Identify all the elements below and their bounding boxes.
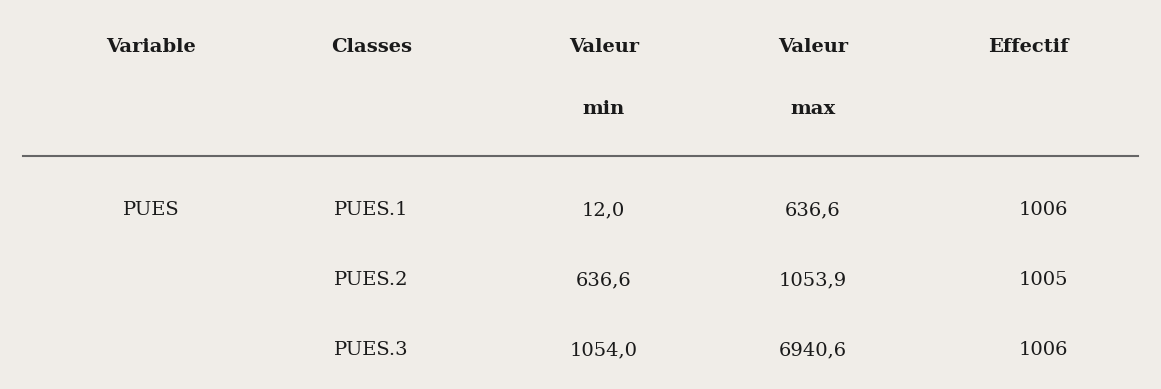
Text: 636,6: 636,6 [785,201,841,219]
Text: 1006: 1006 [1018,341,1068,359]
Text: min: min [583,100,625,118]
Text: 1006: 1006 [1018,201,1068,219]
Text: Valeur: Valeur [778,38,848,56]
Text: PUES.1: PUES.1 [334,201,409,219]
Text: PUES.2: PUES.2 [334,271,409,289]
Text: Variable: Variable [106,38,196,56]
Text: Classes: Classes [331,38,412,56]
Text: max: max [791,100,835,118]
Text: 12,0: 12,0 [582,201,626,219]
Text: 1053,9: 1053,9 [779,271,846,289]
Text: Effectif: Effectif [988,38,1068,56]
Text: PUES: PUES [123,201,179,219]
Text: PUES.3: PUES.3 [334,341,409,359]
Text: 6940,6: 6940,6 [779,341,846,359]
Text: 1054,0: 1054,0 [570,341,637,359]
Text: 1005: 1005 [1018,271,1068,289]
Text: 636,6: 636,6 [576,271,632,289]
Text: Valeur: Valeur [569,38,639,56]
